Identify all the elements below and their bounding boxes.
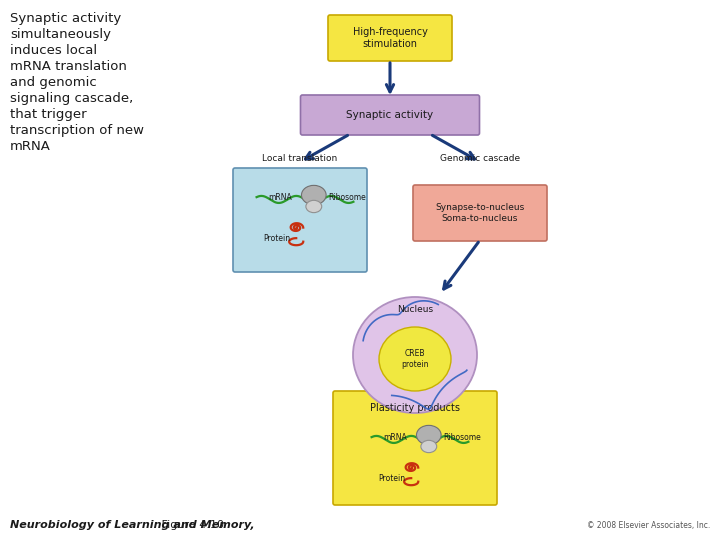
FancyBboxPatch shape — [233, 168, 367, 272]
Text: Protein: Protein — [263, 234, 290, 242]
FancyBboxPatch shape — [333, 391, 497, 505]
Text: CREB
protein: CREB protein — [401, 349, 428, 369]
Text: Ribosome: Ribosome — [328, 193, 366, 202]
FancyBboxPatch shape — [413, 185, 547, 241]
Text: © 2008 Elsevier Associates, Inc.: © 2008 Elsevier Associates, Inc. — [587, 521, 710, 530]
Text: Genomic cascade: Genomic cascade — [440, 154, 520, 163]
Text: Synapse-to-nucleus
Soma-to-nucleus: Synapse-to-nucleus Soma-to-nucleus — [436, 203, 525, 222]
Text: Protein: Protein — [378, 474, 405, 483]
Text: Local translation: Local translation — [262, 154, 338, 163]
Text: Nucleus: Nucleus — [397, 305, 433, 314]
Text: Neurobiology of Learning and Memory,: Neurobiology of Learning and Memory, — [10, 520, 255, 530]
Text: Figure 4.10: Figure 4.10 — [158, 520, 224, 530]
Ellipse shape — [302, 185, 326, 205]
Ellipse shape — [416, 426, 441, 445]
Text: mRNA: mRNA — [383, 433, 407, 442]
Text: Plasticity products: Plasticity products — [370, 403, 460, 413]
Ellipse shape — [306, 200, 322, 213]
Ellipse shape — [379, 327, 451, 391]
Text: Ribosome: Ribosome — [443, 433, 481, 442]
Text: Synaptic activity: Synaptic activity — [346, 110, 433, 120]
FancyBboxPatch shape — [300, 95, 480, 135]
Text: mRNA: mRNA — [268, 193, 292, 202]
FancyBboxPatch shape — [328, 15, 452, 61]
Text: Synaptic activity
simultaneously
induces local
mRNA translation
and genomic
sign: Synaptic activity simultaneously induces… — [10, 12, 144, 153]
Text: High-frequency
stimulation: High-frequency stimulation — [353, 27, 428, 49]
Ellipse shape — [353, 297, 477, 413]
Ellipse shape — [421, 440, 437, 453]
